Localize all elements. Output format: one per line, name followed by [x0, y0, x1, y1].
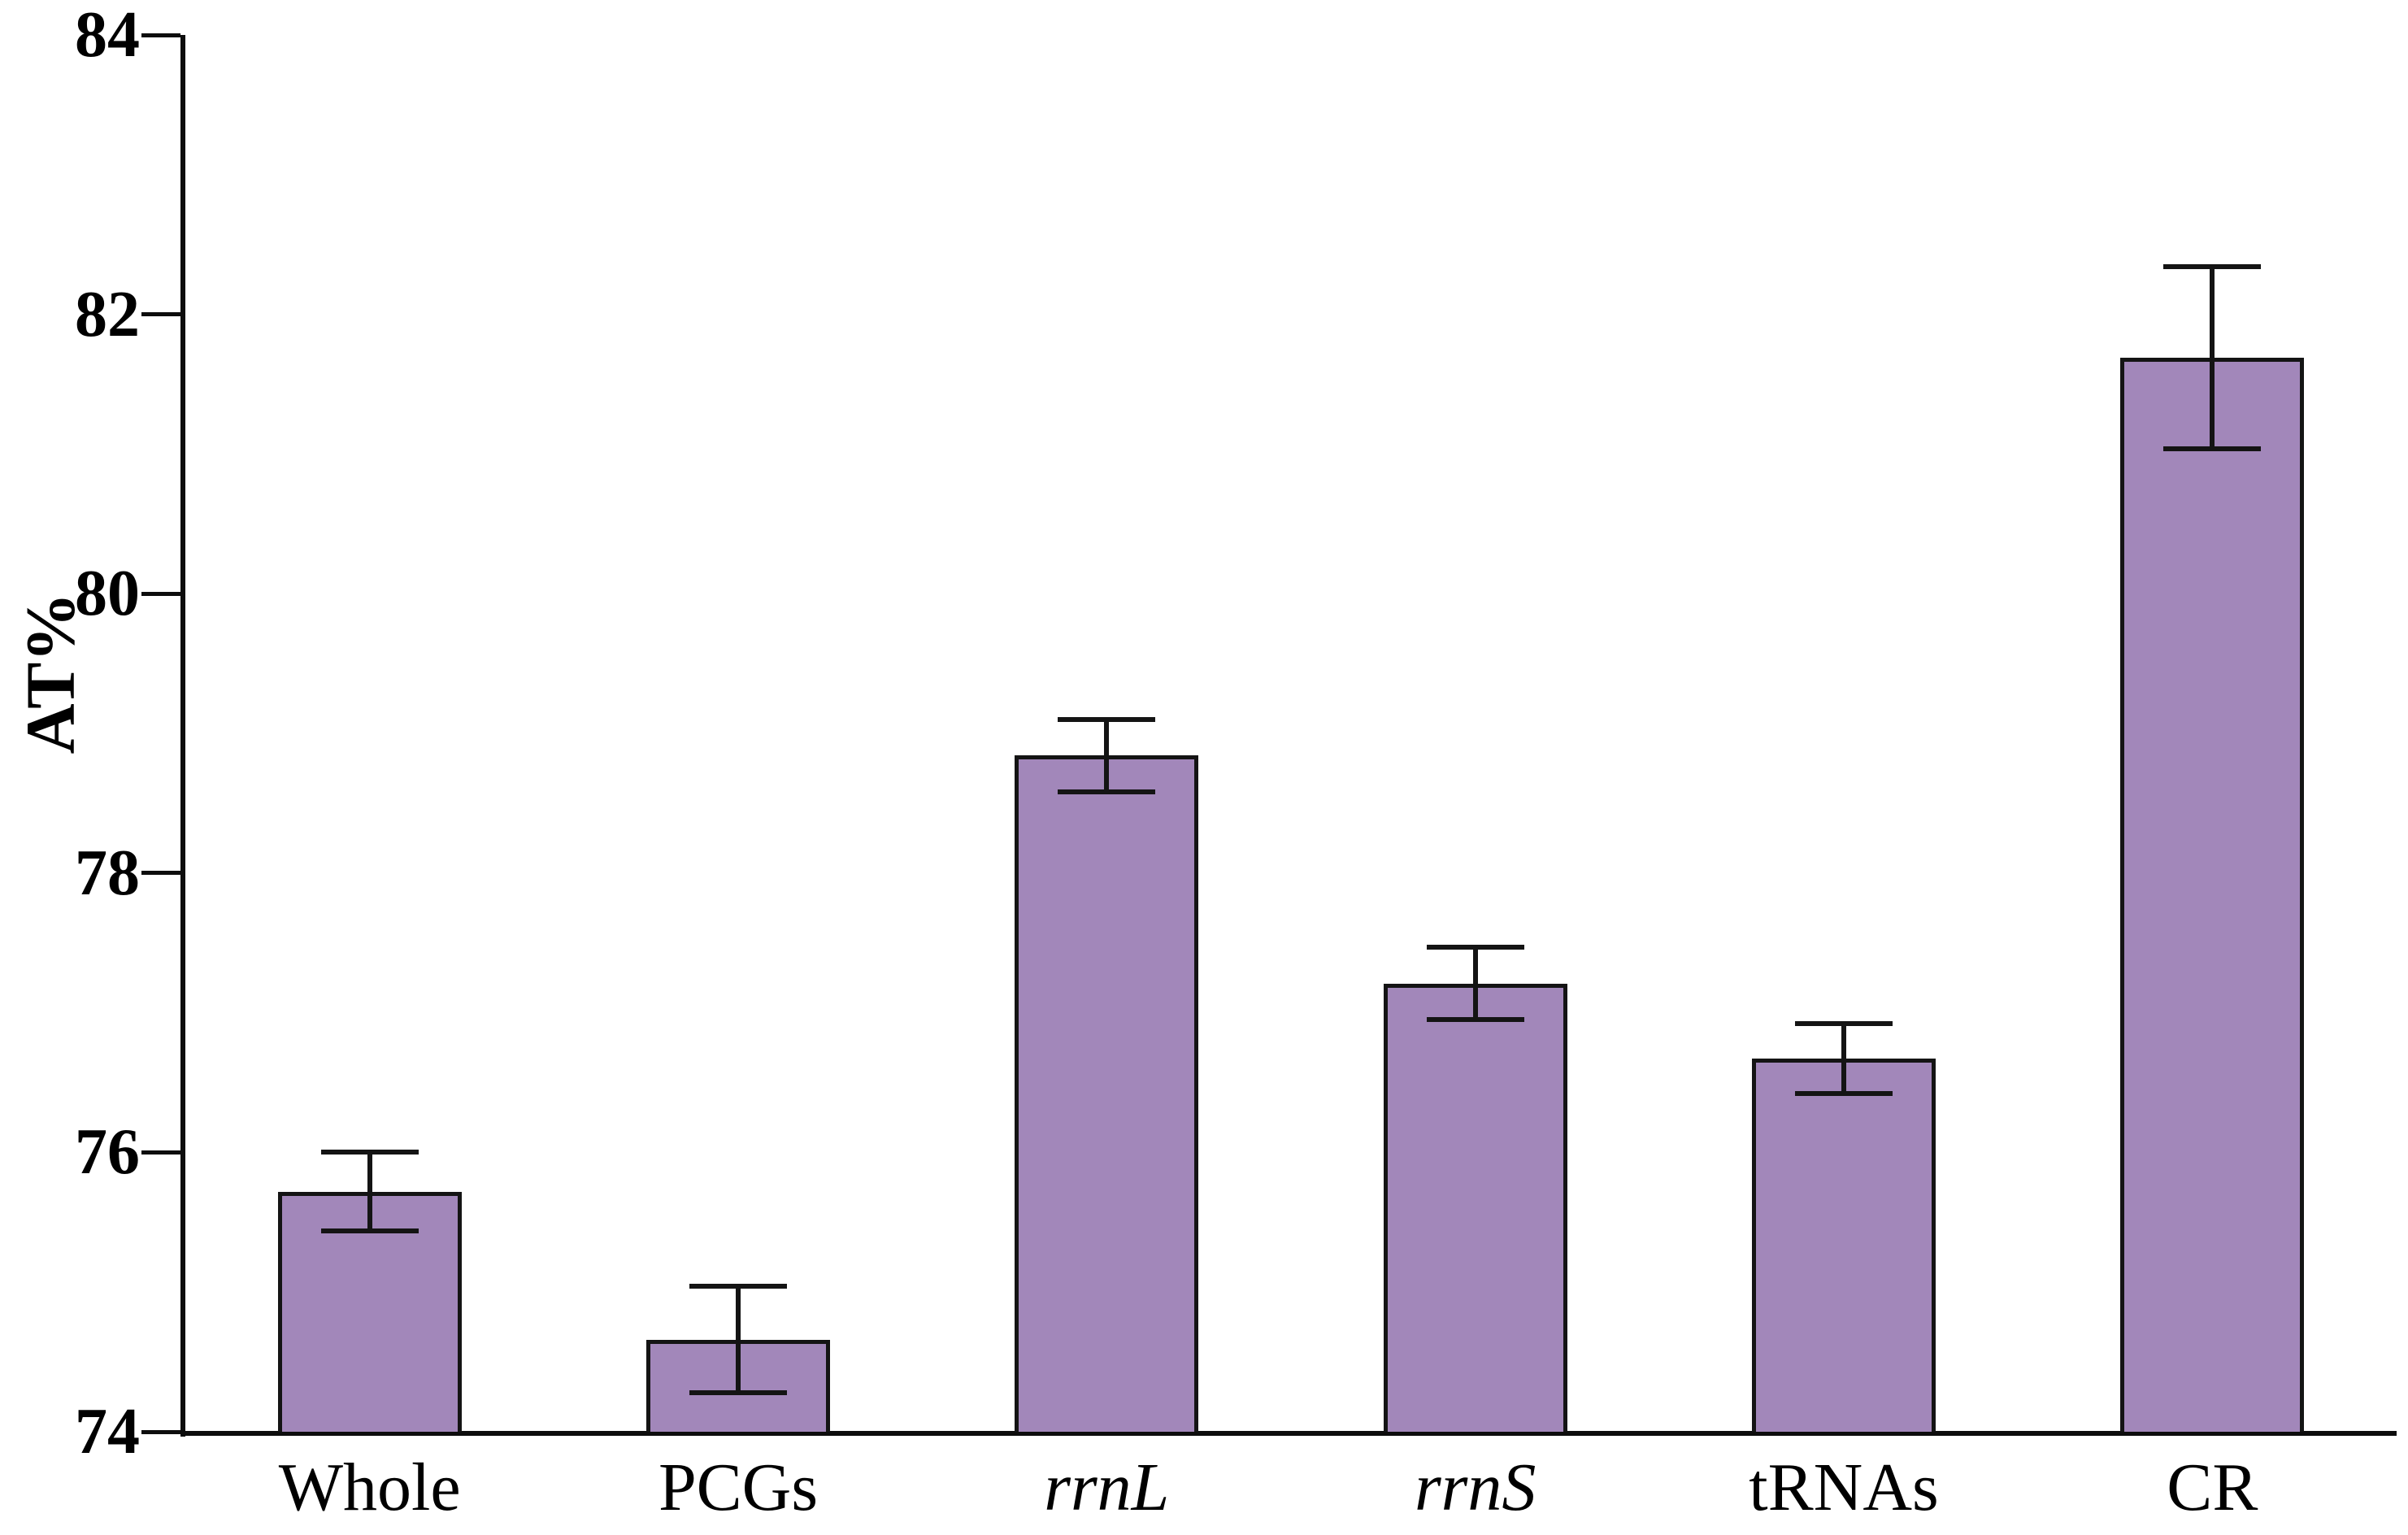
error-bar-cap-bottom — [689, 1389, 787, 1395]
error-bar-cap-bottom — [2163, 446, 2262, 451]
error-bar-cap-top — [689, 1284, 787, 1289]
error-bar-cap-top — [320, 1150, 419, 1155]
y-tick-mark — [141, 871, 180, 876]
error-bar-cap-top — [1426, 944, 1524, 950]
x-tick-label: tRNAs — [1749, 1450, 1939, 1525]
bar — [1752, 1059, 1936, 1432]
x-tick-label: Whole — [278, 1450, 461, 1525]
error-bar-cap-top — [1058, 716, 1156, 722]
y-tick-label: 74 — [75, 1396, 140, 1468]
y-tick-mark — [141, 312, 180, 317]
y-axis-line — [180, 35, 185, 1437]
error-bar-cap-bottom — [1058, 789, 1156, 795]
y-tick-label: 78 — [75, 837, 140, 909]
x-tick-label: CR — [2167, 1450, 2258, 1525]
error-bar-line — [1104, 719, 1110, 793]
bar — [1015, 755, 1199, 1432]
error-bar-line — [1472, 946, 1478, 1020]
y-tick-label: 80 — [75, 558, 140, 630]
y-tick-mark — [141, 1150, 180, 1155]
x-tick-label: PCGs — [658, 1450, 819, 1525]
error-bar-cap-top — [2163, 264, 2262, 270]
error-bar-cap-top — [1795, 1021, 1893, 1027]
x-tick-label: rrnS — [1414, 1450, 1537, 1525]
y-tick-mark — [141, 591, 180, 596]
y-tick-mark — [141, 1429, 180, 1434]
y-tick-label: 82 — [75, 278, 140, 350]
error-bar-cap-bottom — [320, 1228, 419, 1233]
bar — [2120, 357, 2305, 1432]
error-bar-line — [736, 1286, 741, 1393]
bar — [1383, 983, 1567, 1432]
x-tick-label: rrnL — [1044, 1450, 1170, 1525]
y-tick-mark — [141, 33, 180, 37]
error-bar-line — [2210, 267, 2215, 449]
y-tick-label: 84 — [75, 0, 140, 71]
error-bar-cap-bottom — [1795, 1091, 1893, 1097]
x-axis-line — [180, 1431, 2397, 1436]
error-bar-line — [367, 1152, 372, 1231]
error-bar-cap-bottom — [1426, 1017, 1524, 1023]
error-bar-line — [1841, 1024, 1846, 1094]
y-tick-label: 76 — [75, 1116, 140, 1189]
